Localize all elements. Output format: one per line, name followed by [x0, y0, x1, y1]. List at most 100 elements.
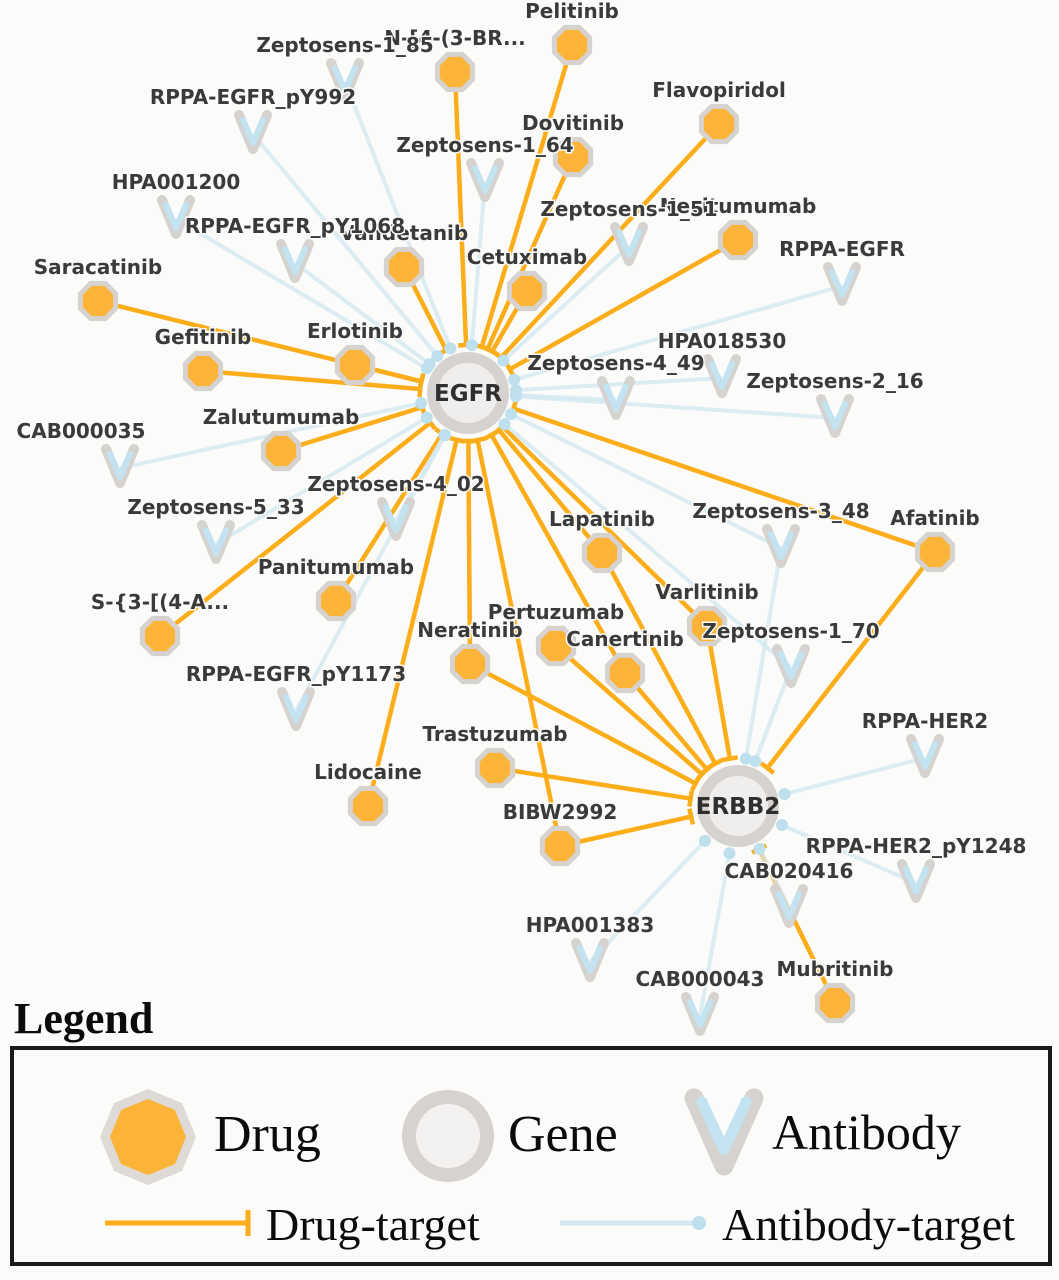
edge-tee-trastuzumab-erbb2: [687, 790, 695, 807]
node-label-rppa-her2_py1248: RPPA-HER2_pY1248: [806, 834, 1027, 858]
node-label-zeptosens-4_02: Zeptosens-4_02: [307, 472, 484, 496]
edge-tee-erlotinib-egfr: [417, 373, 426, 390]
node-label-cab000035: CAB000035: [17, 419, 146, 443]
edge-drug-lapatinib-egfr: [497, 428, 604, 555]
drug-node-bibw2992: [539, 825, 581, 867]
edge-antibody-zeptosens-1_64-egfr: [469, 181, 487, 346]
antibody-node-cab000035: [101, 444, 139, 488]
edge-antibody-zeptosens-1_51-egfr: [502, 244, 631, 363]
edge-drug-varlitinib-erbb2: [704, 625, 733, 760]
edge-drug-s-3-4-a-egfr: [158, 420, 432, 638]
antibody-legend-label: Antibody: [772, 1104, 961, 1160]
node-label-n-4-3-br: N-[4-(3-BR...: [384, 26, 526, 50]
node-label-neratinib: Neratinib: [417, 618, 523, 642]
drug-node-saracatinib: [77, 280, 119, 322]
node-label-zeptosens-2_16: Zeptosens-2_16: [746, 369, 923, 393]
edge-antibody-rppa-egfr_py1068-egfr: [293, 261, 431, 366]
node-label-pelitinib: Pelitinib: [525, 0, 619, 23]
antibody-node-hpa001200: [157, 195, 195, 239]
node-label-zeptosens-1_85: Zeptosens-1_85: [256, 33, 433, 57]
nodes: EGFR ERBB2: [77, 24, 956, 1036]
antibody-target-edges: [119, 81, 926, 1017]
edge-drug-pelitinib-egfr: [479, 44, 575, 348]
edge-dot-rppa-egfr_py1173-egfr: [439, 429, 452, 442]
drug-node-afatinib: [914, 531, 956, 573]
antibody-node-rppa-her2: [906, 734, 944, 778]
edge-antibody-zeptosens-1_85-egfr: [343, 81, 453, 350]
gene-label-erbb2: ERBB2: [696, 794, 781, 820]
gene-label-egfr: EGFR: [434, 381, 502, 407]
edge-tee-pertuzumab-erbb2: [694, 766, 709, 782]
node-label-panitumumab: Panitumumab: [258, 555, 414, 579]
drug-node-cetuximab: [506, 270, 548, 312]
node-label-afatinib: Afatinib: [890, 506, 980, 530]
edge-antibody-rppa-her2-erbb2: [783, 756, 926, 797]
drug-node-vandetanib: [383, 246, 425, 288]
edge-dot-zeptosens-1_85-egfr: [444, 342, 457, 355]
edge-antibody-zeptosens-5_33-egfr: [214, 415, 428, 546]
node-label-rppa-her2: RPPA-HER2: [862, 709, 988, 733]
node-label-gefitinib: Gefitinib: [155, 325, 252, 349]
antibody-node-cab020416: [770, 884, 808, 928]
node-label-rppa-egfr_py1173: RPPA-EGFR_pY1173: [186, 662, 406, 686]
antibody-node-zeptosens-2_16: [816, 394, 854, 438]
drug-node-gefitinib: [182, 350, 224, 392]
edge-dot-cab020416-erbb2: [753, 842, 766, 855]
node-label-zeptosens-3_48: Zeptosens-3_48: [692, 499, 869, 523]
edge-dot-rppa-egfr-egfr: [508, 373, 521, 386]
edge-drug-gefitinib-egfr: [202, 368, 421, 392]
drug-node-pertuzumab: [535, 625, 577, 667]
edge-dot-rppa-her2_py1248-erbb2: [776, 819, 789, 832]
antibody-node-zeptosens-4_49: [597, 376, 635, 420]
drug-node-panitumumab: [315, 580, 357, 622]
antibody-legend-icon: [684, 1088, 764, 1176]
edge-tee-varlitinib-erbb2: [721, 755, 739, 763]
node-label-rppa-egfr_py1068: RPPA-EGFR_pY1068: [185, 214, 405, 238]
edge-antibody-hpa018530-egfr: [515, 376, 723, 393]
edge-dot-zeptosens-1_51-egfr: [497, 354, 510, 367]
node-label-lidocaine: Lidocaine: [314, 760, 422, 784]
drug-node-lidocaine: [347, 785, 389, 827]
node-label-varlitinib: Varlitinib: [655, 580, 758, 604]
antibody-node-rppa-her2_py1248: [897, 859, 935, 903]
antibody-node-cab000043: [681, 992, 719, 1036]
antibody-node-zeptosens-5_33: [197, 520, 235, 564]
node-label-zeptosens-5_33: Zeptosens-5_33: [127, 495, 304, 519]
drug-node-s-3-4-a: [139, 615, 181, 657]
drug-target-edges: [97, 44, 937, 1004]
drug-node-mubritinib: [814, 982, 856, 1024]
edge-tee-cetuximab-egfr: [483, 345, 501, 358]
edge-antibody-rppa-egfr-egfr: [513, 284, 843, 382]
node-label-rppa-egfr: RPPA-EGFR: [779, 237, 905, 261]
legend-title: Legend: [14, 994, 154, 1043]
node-label-necitumumab: Necitumumab: [660, 194, 817, 218]
labels: Pelitinib N-[4-(3-BR... Dovitinib Flavopiri…: [15, 0, 1028, 993]
edge-dot-cab000035-egfr: [415, 397, 428, 410]
antibody-target-legend-icon: [560, 1216, 706, 1230]
edge-antibody-zeptosens-1_70-erbb2: [753, 667, 793, 762]
node-label-zeptosens-1_64: Zeptosens-1_64: [396, 133, 573, 157]
edge-drug-dovitinib-egfr: [485, 156, 576, 351]
node-label-rppa-egfr_py992: RPPA-EGFR_pY992: [150, 85, 356, 109]
antibody-node-zeptosens-4_02: [377, 497, 415, 541]
node-label-erlotinib: Erlotinib: [307, 319, 403, 343]
node-label-vandetanib: Vandetanib: [340, 221, 468, 245]
node-label-canertinib: Canertinib: [566, 627, 684, 651]
antibody-node-zeptosens-1_85: [326, 58, 364, 102]
antibody-node-rppa-egfr_py1068: [276, 239, 314, 283]
edge-antibody-zeptosens-3_48-egfr: [510, 412, 782, 550]
edge-antibody-cab000043-erbb2: [698, 852, 732, 1017]
edge-drug-n-4-3-br-egfr: [452, 71, 469, 346]
node-label-dovitinib: Dovitinib: [522, 111, 624, 135]
antibody-node-zeptosens-1_70: [772, 644, 810, 688]
node-label-hpa001383: HPA001383: [526, 913, 655, 937]
node-label-hpa018530: HPA018530: [658, 329, 787, 353]
drug-node-n-4-3-br: [434, 51, 476, 93]
antibody-node-rppa-egfr_py1173: [277, 687, 315, 731]
edge-dot-zeptosens-1_70-egfr: [498, 418, 511, 431]
drug-legend-label: Drug: [214, 1106, 321, 1163]
drug-node-zalutumumab: [260, 430, 302, 472]
node-label-s-3-4-a: S-{3-[(4-A...: [91, 590, 229, 614]
